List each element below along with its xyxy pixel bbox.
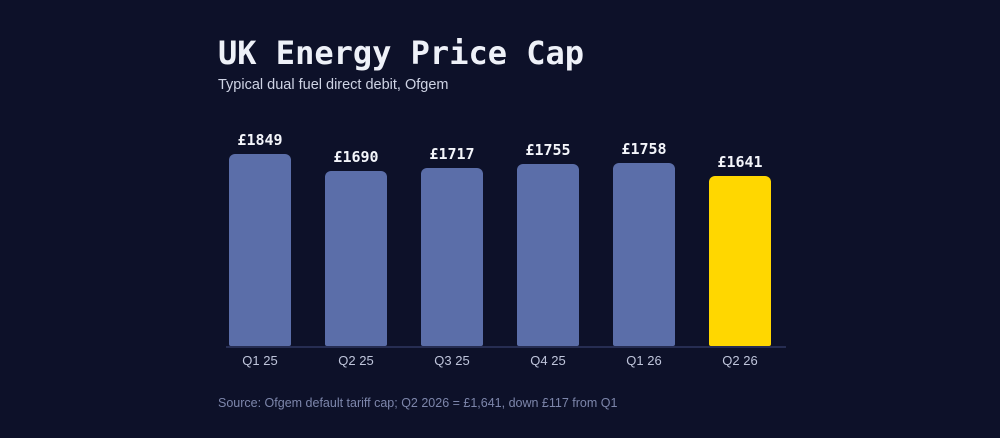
x-axis-baseline (226, 346, 786, 348)
bar-q1-25 (229, 154, 291, 346)
bar-plot-area (218, 154, 788, 346)
bar-q4-25 (517, 164, 579, 346)
x-axis-tick-label: Q1 25 (242, 353, 278, 368)
bar-q2-26 (709, 176, 771, 346)
x-axis-tick-label: Q4 25 (530, 353, 566, 368)
source-note: Source: Ofgem default tariff cap; Q2 202… (218, 396, 618, 410)
bar-value-label: £1758 (621, 140, 667, 158)
bar-value-label: £1690 (333, 148, 379, 166)
bar-q3-25 (421, 168, 483, 346)
chart-title: UK Energy Price Cap (218, 34, 585, 72)
x-axis-tick-label: Q2 25 (338, 353, 374, 368)
bar-value-label: £1755 (525, 141, 571, 159)
x-axis-tick-label: Q3 25 (434, 353, 470, 368)
bar-value-label: £1849 (237, 131, 283, 149)
bar-value-label: £1717 (429, 145, 475, 163)
bar-value-label: £1641 (717, 153, 763, 171)
chart-subtitle: Typical dual fuel direct debit, Ofgem (218, 77, 449, 93)
x-axis-tick-label: Q2 26 (722, 353, 758, 368)
bar-q1-26 (613, 163, 675, 346)
bar-q2-25 (325, 171, 387, 346)
x-axis-tick-label: Q1 26 (626, 353, 662, 368)
